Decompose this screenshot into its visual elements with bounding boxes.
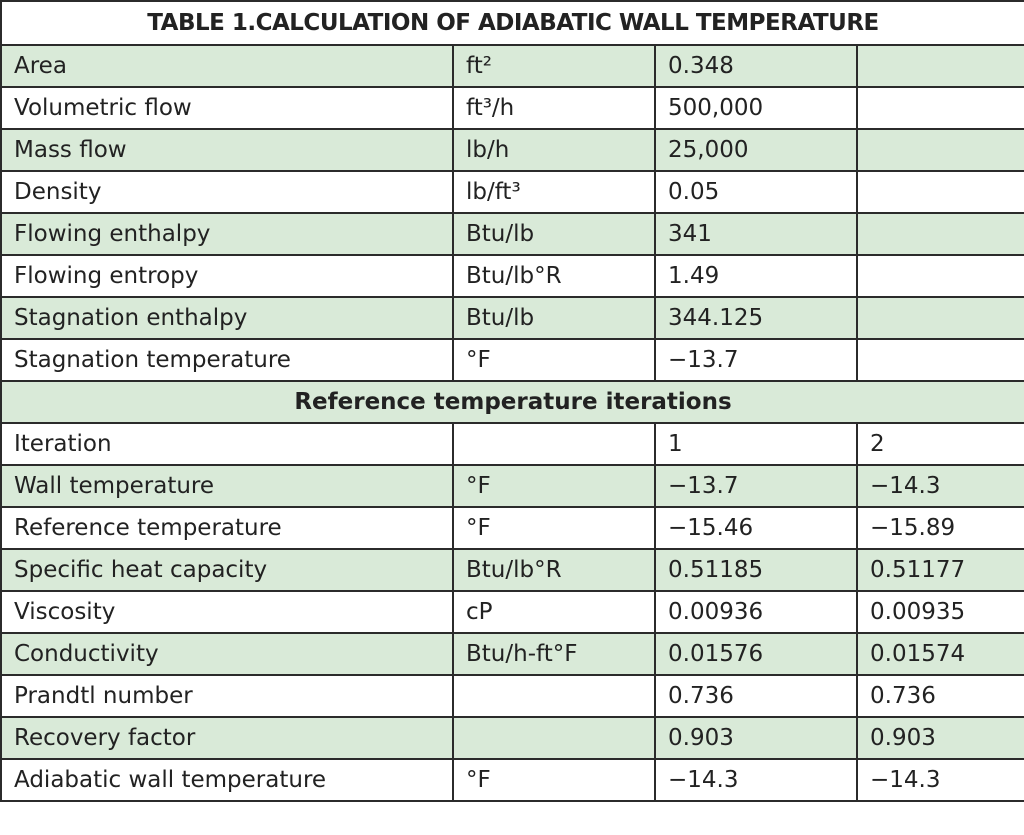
row-value: 0.00936 — [654, 590, 858, 634]
row-value-2: 0.01574 — [856, 632, 1024, 676]
row-unit — [452, 716, 656, 760]
row-unit: ft³/h — [452, 86, 656, 130]
row-value: 0.51185 — [654, 548, 858, 592]
row-label: Prandtl number — [0, 674, 454, 718]
table-row: Volumetric flow ft³/h 500,000 — [0, 86, 1024, 130]
row-value-2 — [856, 254, 1024, 298]
row-unit: Btu/lb°R — [452, 254, 656, 298]
row-label: Flowing enthalpy — [0, 212, 454, 256]
table-row: Viscosity cP 0.00936 0.00935 — [0, 590, 1024, 634]
row-value: 341 — [654, 212, 858, 256]
row-value: −13.7 — [654, 464, 858, 508]
row-label: Stagnation enthalpy — [0, 296, 454, 340]
row-label: Viscosity — [0, 590, 454, 634]
table-row: Area ft² 0.348 — [0, 44, 1024, 88]
row-value: 1 — [654, 422, 858, 466]
row-value: 0.01576 — [654, 632, 858, 676]
section-heading: Reference temperature iterations — [0, 380, 1024, 424]
row-value-2: −14.3 — [856, 464, 1024, 508]
row-value-2 — [856, 128, 1024, 172]
row-unit: ft² — [452, 44, 656, 88]
row-unit — [452, 674, 656, 718]
table-row: Prandtl number 0.736 0.736 — [0, 674, 1024, 718]
section-row: Reference temperature iterations — [0, 380, 1024, 424]
table-row: Recovery factor 0.903 0.903 — [0, 716, 1024, 760]
row-label: Volumetric flow — [0, 86, 454, 130]
row-value-2: 0.903 — [856, 716, 1024, 760]
table-row: Reference temperature °F −15.46 −15.89 — [0, 506, 1024, 550]
row-value-2: 0.736 — [856, 674, 1024, 718]
row-value: −14.3 — [654, 758, 858, 802]
table-row: Flowing enthalpy Btu/lb 341 — [0, 212, 1024, 256]
row-value: −15.46 — [654, 506, 858, 550]
row-value: 0.903 — [654, 716, 858, 760]
title-row: TABLE 1.CALCULATION OF ADIABATIC WALL TE… — [0, 0, 1024, 46]
table-row: Conductivity Btu/h-ft°F 0.01576 0.01574 — [0, 632, 1024, 676]
calculation-table: TABLE 1.CALCULATION OF ADIABATIC WALL TE… — [0, 0, 1024, 802]
row-value-2 — [856, 212, 1024, 256]
table-row: Specific heat capacity Btu/lb°R 0.51185 … — [0, 548, 1024, 592]
row-label: Stagnation temperature — [0, 338, 454, 382]
table-row: Density lb/ft³ 0.05 — [0, 170, 1024, 214]
row-label: Specific heat capacity — [0, 548, 454, 592]
row-value: 344.125 — [654, 296, 858, 340]
row-label: Adiabatic wall temperature — [0, 758, 454, 802]
table-row: Adiabatic wall temperature °F −14.3 −14.… — [0, 758, 1024, 802]
row-value: −13.7 — [654, 338, 858, 382]
row-value: 1.49 — [654, 254, 858, 298]
row-unit: °F — [452, 464, 656, 508]
row-value: 0.348 — [654, 44, 858, 88]
row-value-2: 0.51177 — [856, 548, 1024, 592]
table-row: Stagnation enthalpy Btu/lb 344.125 — [0, 296, 1024, 340]
row-value-2 — [856, 296, 1024, 340]
row-value-2: 2 — [856, 422, 1024, 466]
row-unit: °F — [452, 506, 656, 550]
row-unit: lb/h — [452, 128, 656, 172]
row-unit: Btu/h-ft°F — [452, 632, 656, 676]
table-row: Iteration 1 2 — [0, 422, 1024, 466]
row-label: Recovery factor — [0, 716, 454, 760]
table-row: Mass flow lb/h 25,000 — [0, 128, 1024, 172]
row-unit: Btu/lb°R — [452, 548, 656, 592]
row-label: Iteration — [0, 422, 454, 466]
row-unit — [452, 422, 656, 466]
table-row: Stagnation temperature °F −13.7 — [0, 338, 1024, 382]
row-value: 500,000 — [654, 86, 858, 130]
row-value-2 — [856, 44, 1024, 88]
row-value-2 — [856, 338, 1024, 382]
row-unit: cP — [452, 590, 656, 634]
row-unit: Btu/lb — [452, 296, 656, 340]
table-row: Wall temperature °F −13.7 −14.3 — [0, 464, 1024, 508]
row-value: 25,000 — [654, 128, 858, 172]
row-value: 0.05 — [654, 170, 858, 214]
row-label: Flowing entropy — [0, 254, 454, 298]
table-row: Flowing entropy Btu/lb°R 1.49 — [0, 254, 1024, 298]
row-unit: °F — [452, 758, 656, 802]
row-value-2 — [856, 86, 1024, 130]
row-value-2: 0.00935 — [856, 590, 1024, 634]
row-label: Mass flow — [0, 128, 454, 172]
row-unit: °F — [452, 338, 656, 382]
row-label: Reference temperature — [0, 506, 454, 550]
row-value-2: −14.3 — [856, 758, 1024, 802]
row-value-2: −15.89 — [856, 506, 1024, 550]
row-label: Conductivity — [0, 632, 454, 676]
row-unit: lb/ft³ — [452, 170, 656, 214]
row-label: Density — [0, 170, 454, 214]
row-label: Wall temperature — [0, 464, 454, 508]
row-unit: Btu/lb — [452, 212, 656, 256]
row-value-2 — [856, 170, 1024, 214]
table-title: TABLE 1.CALCULATION OF ADIABATIC WALL TE… — [0, 0, 1024, 46]
row-value: 0.736 — [654, 674, 858, 718]
row-label: Area — [0, 44, 454, 88]
